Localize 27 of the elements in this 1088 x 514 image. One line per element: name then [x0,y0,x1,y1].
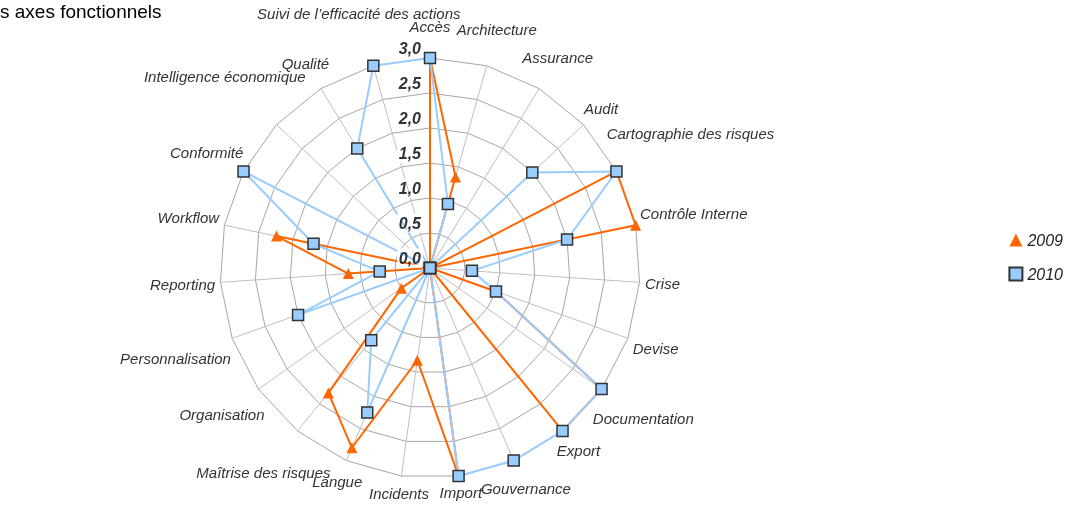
y-tick-label: 3,0 [398,39,422,57]
spoke-label: Cartographie des risques [606,124,775,142]
spoke-label: Crise [644,275,681,293]
y-tick-label: 2,5 [397,74,423,92]
spoke-label: Architecture [455,21,537,39]
spoke-label: Conformité [170,143,244,161]
spoke-label: Personnalisation [120,349,231,367]
spoke-label: Organisation [179,406,265,424]
spoke-label: Workflow [157,209,221,227]
spoke-label: Assurance [521,49,594,67]
y-tick-label: 0,0 [398,249,422,267]
spoke-label: Import [439,483,483,501]
legend-label: 2010 [1026,265,1064,283]
y-tick-label: 1,5 [398,144,423,162]
chart-title: s axes fonctionnels [0,1,162,22]
spoke-label: Export [556,442,601,459]
spoke-label: Devise [632,339,679,357]
y-tick-label: 1,0 [398,179,422,197]
spoke-label: Incidents [369,484,430,502]
y-tick-label: 0,5 [398,214,423,232]
y-tick-label: 2,0 [397,109,422,127]
spoke-label: Audit [583,99,620,117]
spoke-label: Contrôle Interne [639,204,748,222]
legend-label: 2009 [1026,231,1064,249]
spoke-label: Reporting [150,276,216,294]
spoke-label: Accès [408,18,451,35]
spoke-label: Documentation [592,410,694,428]
